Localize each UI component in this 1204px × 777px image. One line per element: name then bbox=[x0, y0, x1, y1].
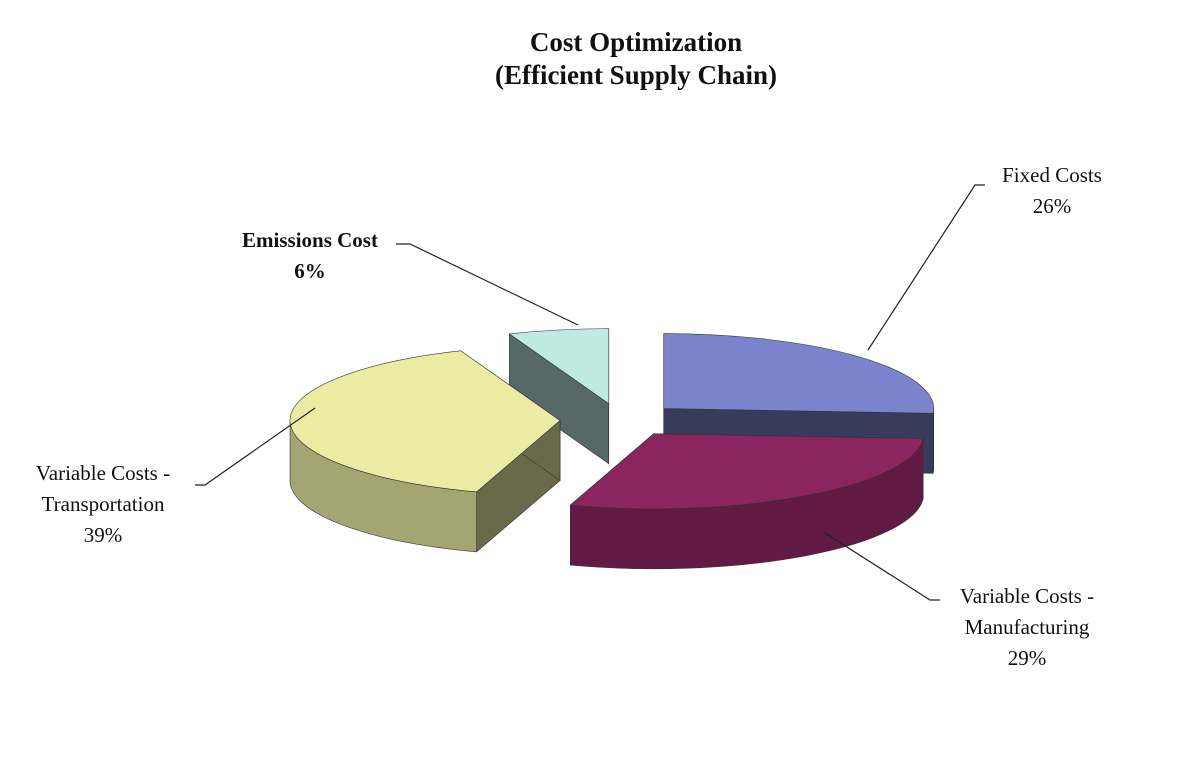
leader-line bbox=[396, 243, 579, 326]
data-label: Variable Costs - Transportation 39% bbox=[13, 458, 193, 551]
category-label: Emissions Cost bbox=[242, 228, 378, 252]
slice bbox=[508, 328, 610, 405]
data-label: Emissions Cost 6% bbox=[220, 225, 400, 287]
chart-title: Cost Optimization bbox=[529, 27, 743, 57]
data-label: Fixed Costs 26% bbox=[962, 160, 1142, 222]
slice bbox=[289, 350, 561, 493]
chart-subtitle: (Efficient Supply Chain) bbox=[494, 60, 778, 90]
slice bbox=[289, 350, 561, 553]
category-label: Variable Costs - Transportation bbox=[35, 461, 171, 516]
data-label: Variable Costs - Manufacturing 29% bbox=[937, 581, 1117, 674]
leader-line bbox=[195, 407, 316, 486]
value-label: 29% bbox=[1007, 646, 1047, 670]
category-label: Variable Costs - Manufacturing bbox=[959, 584, 1095, 639]
slice-side bbox=[932, 408, 935, 474]
value-label: 39% bbox=[83, 523, 123, 547]
slice bbox=[569, 433, 924, 570]
leader-line bbox=[867, 184, 985, 351]
value-label: 6% bbox=[294, 259, 326, 283]
category-label: Fixed Costs bbox=[1002, 163, 1102, 187]
slice bbox=[508, 328, 610, 465]
slice bbox=[569, 433, 924, 510]
value-label: 26% bbox=[1032, 194, 1072, 218]
slice bbox=[663, 333, 935, 414]
leader-line bbox=[824, 532, 940, 601]
